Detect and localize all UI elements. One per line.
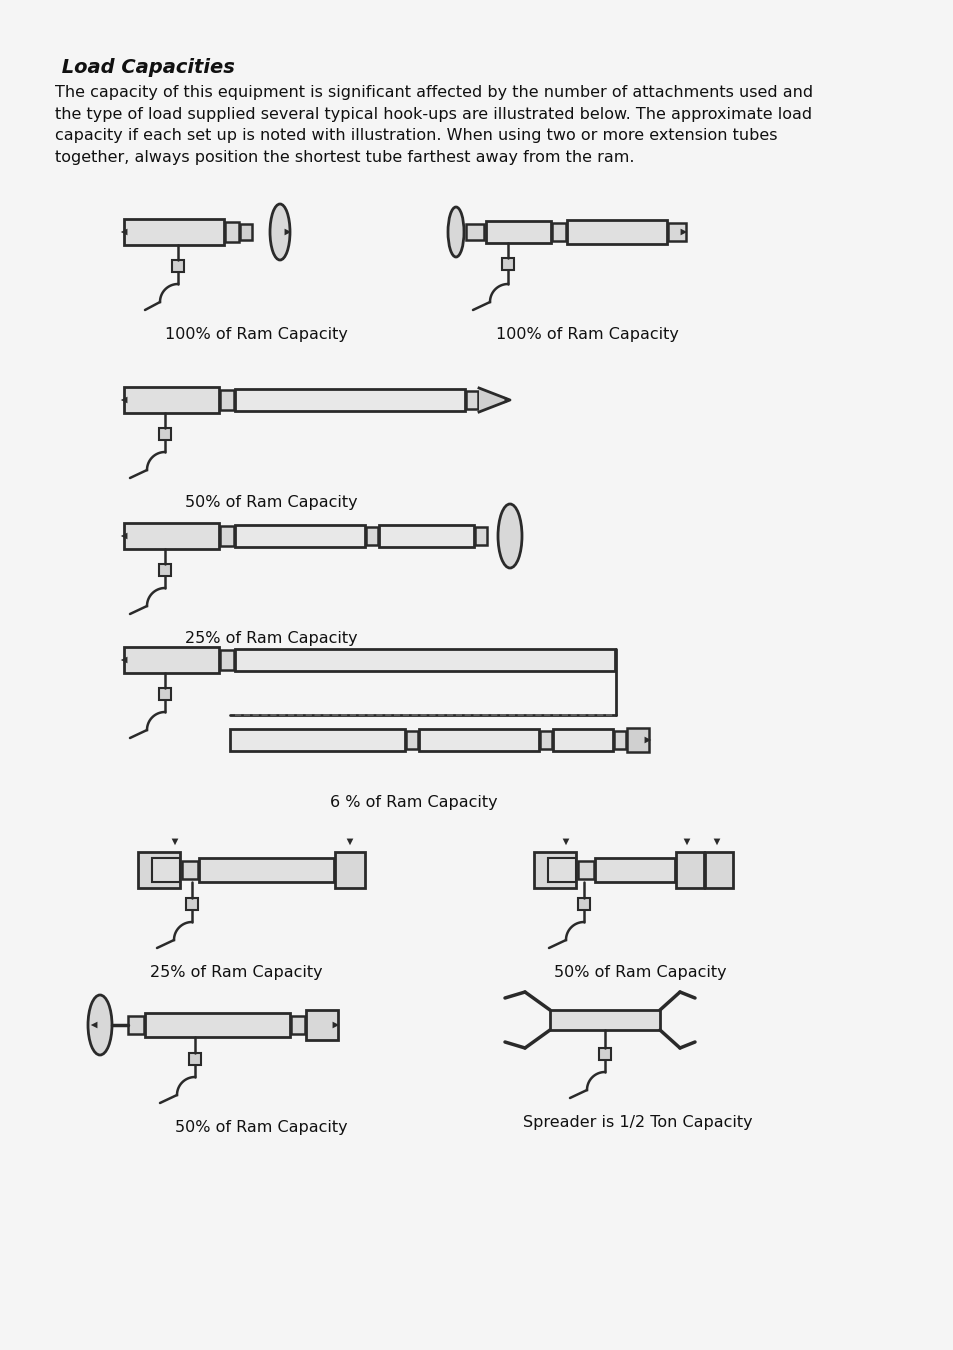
Bar bbox=[234, 649, 615, 671]
Bar bbox=[225, 221, 239, 242]
Ellipse shape bbox=[497, 504, 521, 568]
Text: 50% of Ram Capacity: 50% of Ram Capacity bbox=[185, 495, 357, 510]
Bar bbox=[240, 224, 252, 240]
Text: 25% of Ram Capacity: 25% of Ram Capacity bbox=[150, 965, 322, 980]
Polygon shape bbox=[478, 387, 510, 412]
Bar bbox=[539, 730, 552, 749]
Bar bbox=[124, 522, 219, 549]
Text: 100% of Ram Capacity: 100% of Ram Capacity bbox=[165, 327, 348, 342]
Bar bbox=[465, 224, 483, 240]
Bar bbox=[667, 223, 685, 242]
Bar bbox=[189, 1053, 201, 1065]
Bar bbox=[220, 649, 233, 670]
Bar bbox=[578, 898, 589, 910]
Bar bbox=[159, 564, 171, 576]
Bar bbox=[234, 525, 365, 547]
Bar bbox=[186, 898, 198, 910]
Bar bbox=[704, 852, 732, 888]
Text: 25% of Ram Capacity: 25% of Ram Capacity bbox=[185, 630, 357, 647]
Bar bbox=[553, 729, 613, 751]
Bar bbox=[550, 1010, 659, 1030]
Bar bbox=[626, 728, 648, 752]
Bar bbox=[230, 729, 405, 751]
Bar bbox=[138, 852, 180, 888]
Text: Spreader is 1/2 Ton Capacity: Spreader is 1/2 Ton Capacity bbox=[522, 1115, 752, 1130]
Text: The capacity of this equipment is significant affected by the number of attachme: The capacity of this equipment is signif… bbox=[55, 85, 812, 165]
Bar bbox=[220, 526, 233, 545]
Ellipse shape bbox=[448, 207, 463, 256]
Bar bbox=[220, 390, 233, 410]
Bar bbox=[418, 729, 538, 751]
Bar bbox=[501, 258, 514, 270]
Bar bbox=[406, 730, 417, 749]
Bar bbox=[534, 852, 576, 888]
Bar bbox=[291, 1017, 305, 1034]
Text: 6 % of Ram Capacity: 6 % of Ram Capacity bbox=[330, 795, 497, 810]
Bar bbox=[578, 861, 594, 879]
Bar bbox=[159, 428, 171, 440]
Bar bbox=[378, 525, 474, 547]
Bar bbox=[547, 859, 576, 882]
Bar bbox=[145, 1012, 290, 1037]
Text: Load Capacities: Load Capacities bbox=[55, 58, 234, 77]
Bar bbox=[335, 852, 365, 888]
Bar bbox=[485, 221, 551, 243]
Text: 50% of Ram Capacity: 50% of Ram Capacity bbox=[554, 965, 726, 980]
Bar bbox=[566, 220, 666, 244]
Bar bbox=[465, 392, 477, 409]
Bar bbox=[676, 852, 703, 888]
Bar bbox=[128, 1017, 144, 1034]
Text: 100% of Ram Capacity: 100% of Ram Capacity bbox=[496, 327, 679, 342]
Bar bbox=[234, 389, 464, 410]
Bar bbox=[124, 647, 219, 674]
Text: 50% of Ram Capacity: 50% of Ram Capacity bbox=[174, 1120, 347, 1135]
Bar bbox=[598, 1048, 610, 1060]
Bar bbox=[306, 1010, 337, 1040]
Bar bbox=[182, 861, 198, 879]
Bar bbox=[366, 526, 377, 545]
Bar bbox=[475, 526, 486, 545]
Bar bbox=[172, 261, 184, 271]
Bar bbox=[614, 730, 625, 749]
Bar bbox=[552, 223, 565, 242]
Bar bbox=[595, 859, 675, 882]
Ellipse shape bbox=[88, 995, 112, 1054]
Bar bbox=[152, 859, 180, 882]
Bar bbox=[124, 387, 219, 413]
Bar bbox=[199, 859, 334, 882]
Ellipse shape bbox=[270, 204, 290, 261]
Bar bbox=[159, 688, 171, 701]
Bar bbox=[124, 219, 224, 244]
